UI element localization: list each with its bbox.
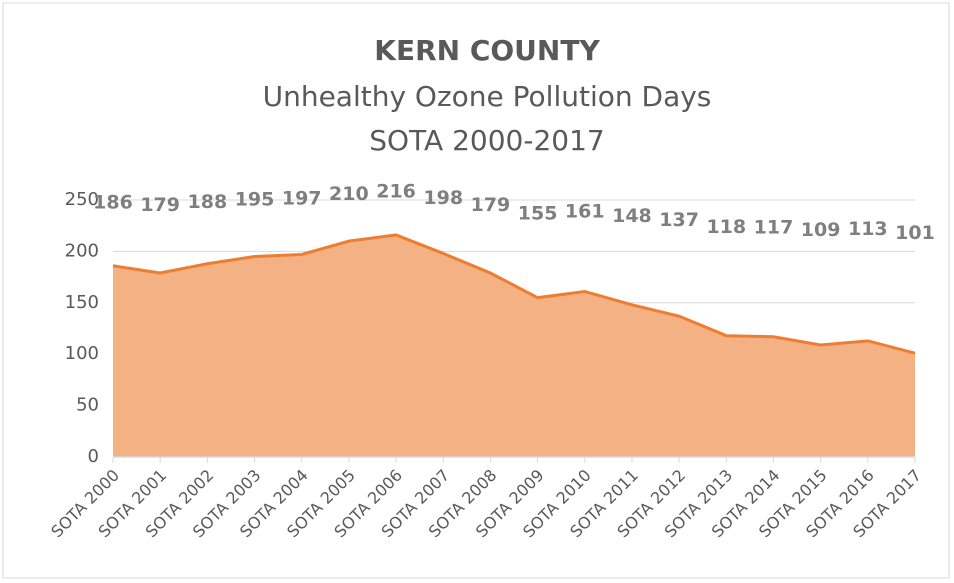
line bbox=[112, 233, 916, 355]
data-label: 198 bbox=[423, 187, 463, 209]
data-label: 137 bbox=[659, 209, 699, 231]
chart-subtitle: Unhealthy Ozone Pollution Days bbox=[263, 80, 712, 113]
data-label: 186 bbox=[93, 192, 133, 214]
y-tick-label: 200 bbox=[65, 240, 99, 261]
data-label: 179 bbox=[140, 194, 180, 216]
data-label: 113 bbox=[848, 218, 888, 240]
data-label: 188 bbox=[188, 191, 228, 213]
data-label: 161 bbox=[565, 201, 605, 223]
data-label: 109 bbox=[801, 219, 841, 241]
data-label: 216 bbox=[376, 181, 416, 203]
y-tick-label: 100 bbox=[65, 343, 99, 364]
data-label: 210 bbox=[329, 183, 369, 205]
chart-title: KERN COUNTY bbox=[374, 34, 600, 67]
y-tick-label: 150 bbox=[65, 292, 99, 313]
y-tick-label: 250 bbox=[65, 189, 99, 210]
data-label: 117 bbox=[754, 216, 794, 238]
data-label: 179 bbox=[471, 194, 511, 216]
data-label: 148 bbox=[612, 205, 652, 227]
chart-subtitle: SOTA 2000-2017 bbox=[369, 124, 604, 157]
y-tick-label: 50 bbox=[76, 395, 99, 416]
data-label: 101 bbox=[895, 222, 935, 244]
data-label: 155 bbox=[518, 203, 558, 225]
data-label: 118 bbox=[706, 216, 746, 238]
data-label: 197 bbox=[282, 188, 322, 210]
data-label: 195 bbox=[235, 188, 275, 210]
area bbox=[113, 234, 915, 457]
y-tick-label: 0 bbox=[88, 446, 99, 467]
